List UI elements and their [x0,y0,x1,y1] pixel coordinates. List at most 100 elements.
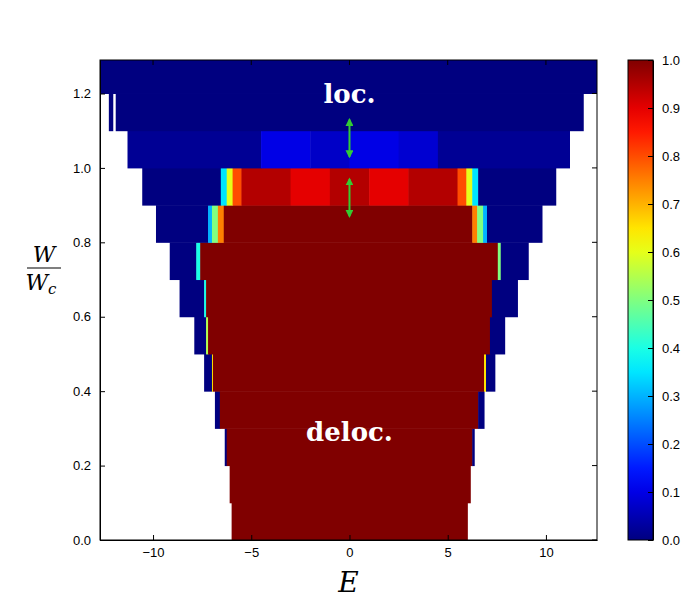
colorbar-tick: 1.0 [648,53,680,68]
y-tick: 0.2 [73,458,105,473]
y-axis: 0.00.20.40.60.81.01.2 [73,61,105,548]
annotations: loc.deloc. [306,79,393,448]
x-tick-label: 0 [346,545,353,560]
colorbar-tick: 0.4 [648,341,680,356]
colorbar-tick-label: 0.9 [662,101,680,116]
heat-cell [230,466,471,504]
heat-cell [109,93,113,131]
heat-cell [208,205,212,243]
heat-cell [206,280,492,318]
heat-cell [310,131,350,169]
y-axis-line [100,61,101,541]
heat-cell [212,205,218,243]
x-tick-mark-top [153,60,154,65]
y-tick-label: 0.6 [73,309,91,324]
y-tick-mark [100,93,105,94]
heat-cell [486,354,495,392]
heat-cell [208,317,490,355]
chart: −10−505100.00.20.40.60.81.01.2EWWcloc.de… [0,0,700,600]
y-tick-mark [100,540,105,541]
x-tick-mark-top [447,60,448,65]
annotation: deloc. [306,417,393,447]
heat-cell [215,391,220,429]
heat-cell [180,280,205,318]
colorbar-tick-mark [648,540,653,541]
heat-cell [490,317,505,355]
y-tick-label: 0.0 [73,533,91,548]
x-axis: −10−50510 [101,535,598,560]
y-tick-label: 0.8 [73,235,91,250]
y-axis-title-denominator: Wc [25,270,57,298]
y-axis-title-bar [27,267,61,268]
y-axis-title: WWc [25,242,61,298]
heat-cell [218,205,224,243]
colorbar-tick: 0.9 [648,101,680,116]
heat-cell [291,168,331,206]
x-tick-label: −10 [143,545,165,560]
colorbar-tick-mark [648,396,653,397]
mirror-ticks [153,60,597,540]
heat-cell [200,242,498,280]
x-axis-line [101,540,598,541]
colorbar-gradient [628,60,653,540]
y-tick-label: 1.2 [73,86,91,101]
y-tick: 0.6 [73,309,105,324]
colorbar-tick: 0.1 [648,485,680,500]
y-tick-mark [100,242,105,243]
y-tick-mark [100,317,105,318]
colorbar-tick: 0.5 [648,293,680,308]
colorbar-tick-label: 0.6 [662,245,680,260]
x-tick: 0 [346,535,353,560]
colorbar-tick: 0.7 [648,197,680,212]
x-tick-label: −5 [244,545,259,560]
heat-cell [232,503,468,540]
colorbar-tick: 0.0 [648,533,680,548]
y-tick-mark-right [592,167,597,168]
y-tick-mark [100,168,105,169]
heat-cell [466,168,472,206]
heat-cell [498,242,501,280]
x-tick: 5 [445,535,452,560]
heat-cell [204,354,212,392]
cells [100,60,597,540]
heat-cell [477,205,483,243]
heat-cell [196,242,200,280]
colorbar-tick: 0.3 [648,389,680,404]
colorbar-tick-label: 0.5 [662,293,680,308]
x-tick-mark [349,535,350,540]
heat-cell [501,242,529,280]
colorbar-tick-mark [648,492,653,493]
colorbar-tick-mark [648,252,653,253]
y-tick-label: 1.0 [73,161,91,176]
y-tick-mark-right [592,316,597,317]
y-axis-title-denominator-main: W [25,270,50,295]
heat-cell [483,205,487,243]
heat-cell [241,168,291,206]
heat-cell [156,205,209,243]
x-axis-title: E [337,566,358,599]
y-tick-mark-right [592,465,597,466]
x-tick-mark-top [545,60,546,65]
heat-cell [478,168,556,206]
x-tick-label: 5 [445,545,452,560]
heat-cell [472,168,478,206]
y-axis-title-subscript: c [48,280,57,298]
colorbar-tick-mark [648,60,653,61]
y-tick-mark-right [592,540,597,541]
heat-cell [349,131,399,169]
heat-cell [233,168,242,206]
heat-cell [492,280,518,318]
heat-cell [213,354,485,392]
y-tick: 1.0 [73,161,105,176]
colorbar-tick-label: 0.2 [662,437,680,452]
colorbar-tick-label: 0.7 [662,197,680,212]
colorbar-tick-label: 0.0 [662,533,680,548]
colorbar-tick: 0.6 [648,245,680,260]
colorbar-tick-mark [648,108,653,109]
colorbar-tick-mark [648,348,653,349]
colorbar-tick-label: 1.0 [662,53,680,68]
x-tick-mark [153,535,154,540]
x-tick: −10 [143,535,165,560]
colorbar-tick-label: 0.3 [662,389,680,404]
heat-cell [369,168,409,206]
